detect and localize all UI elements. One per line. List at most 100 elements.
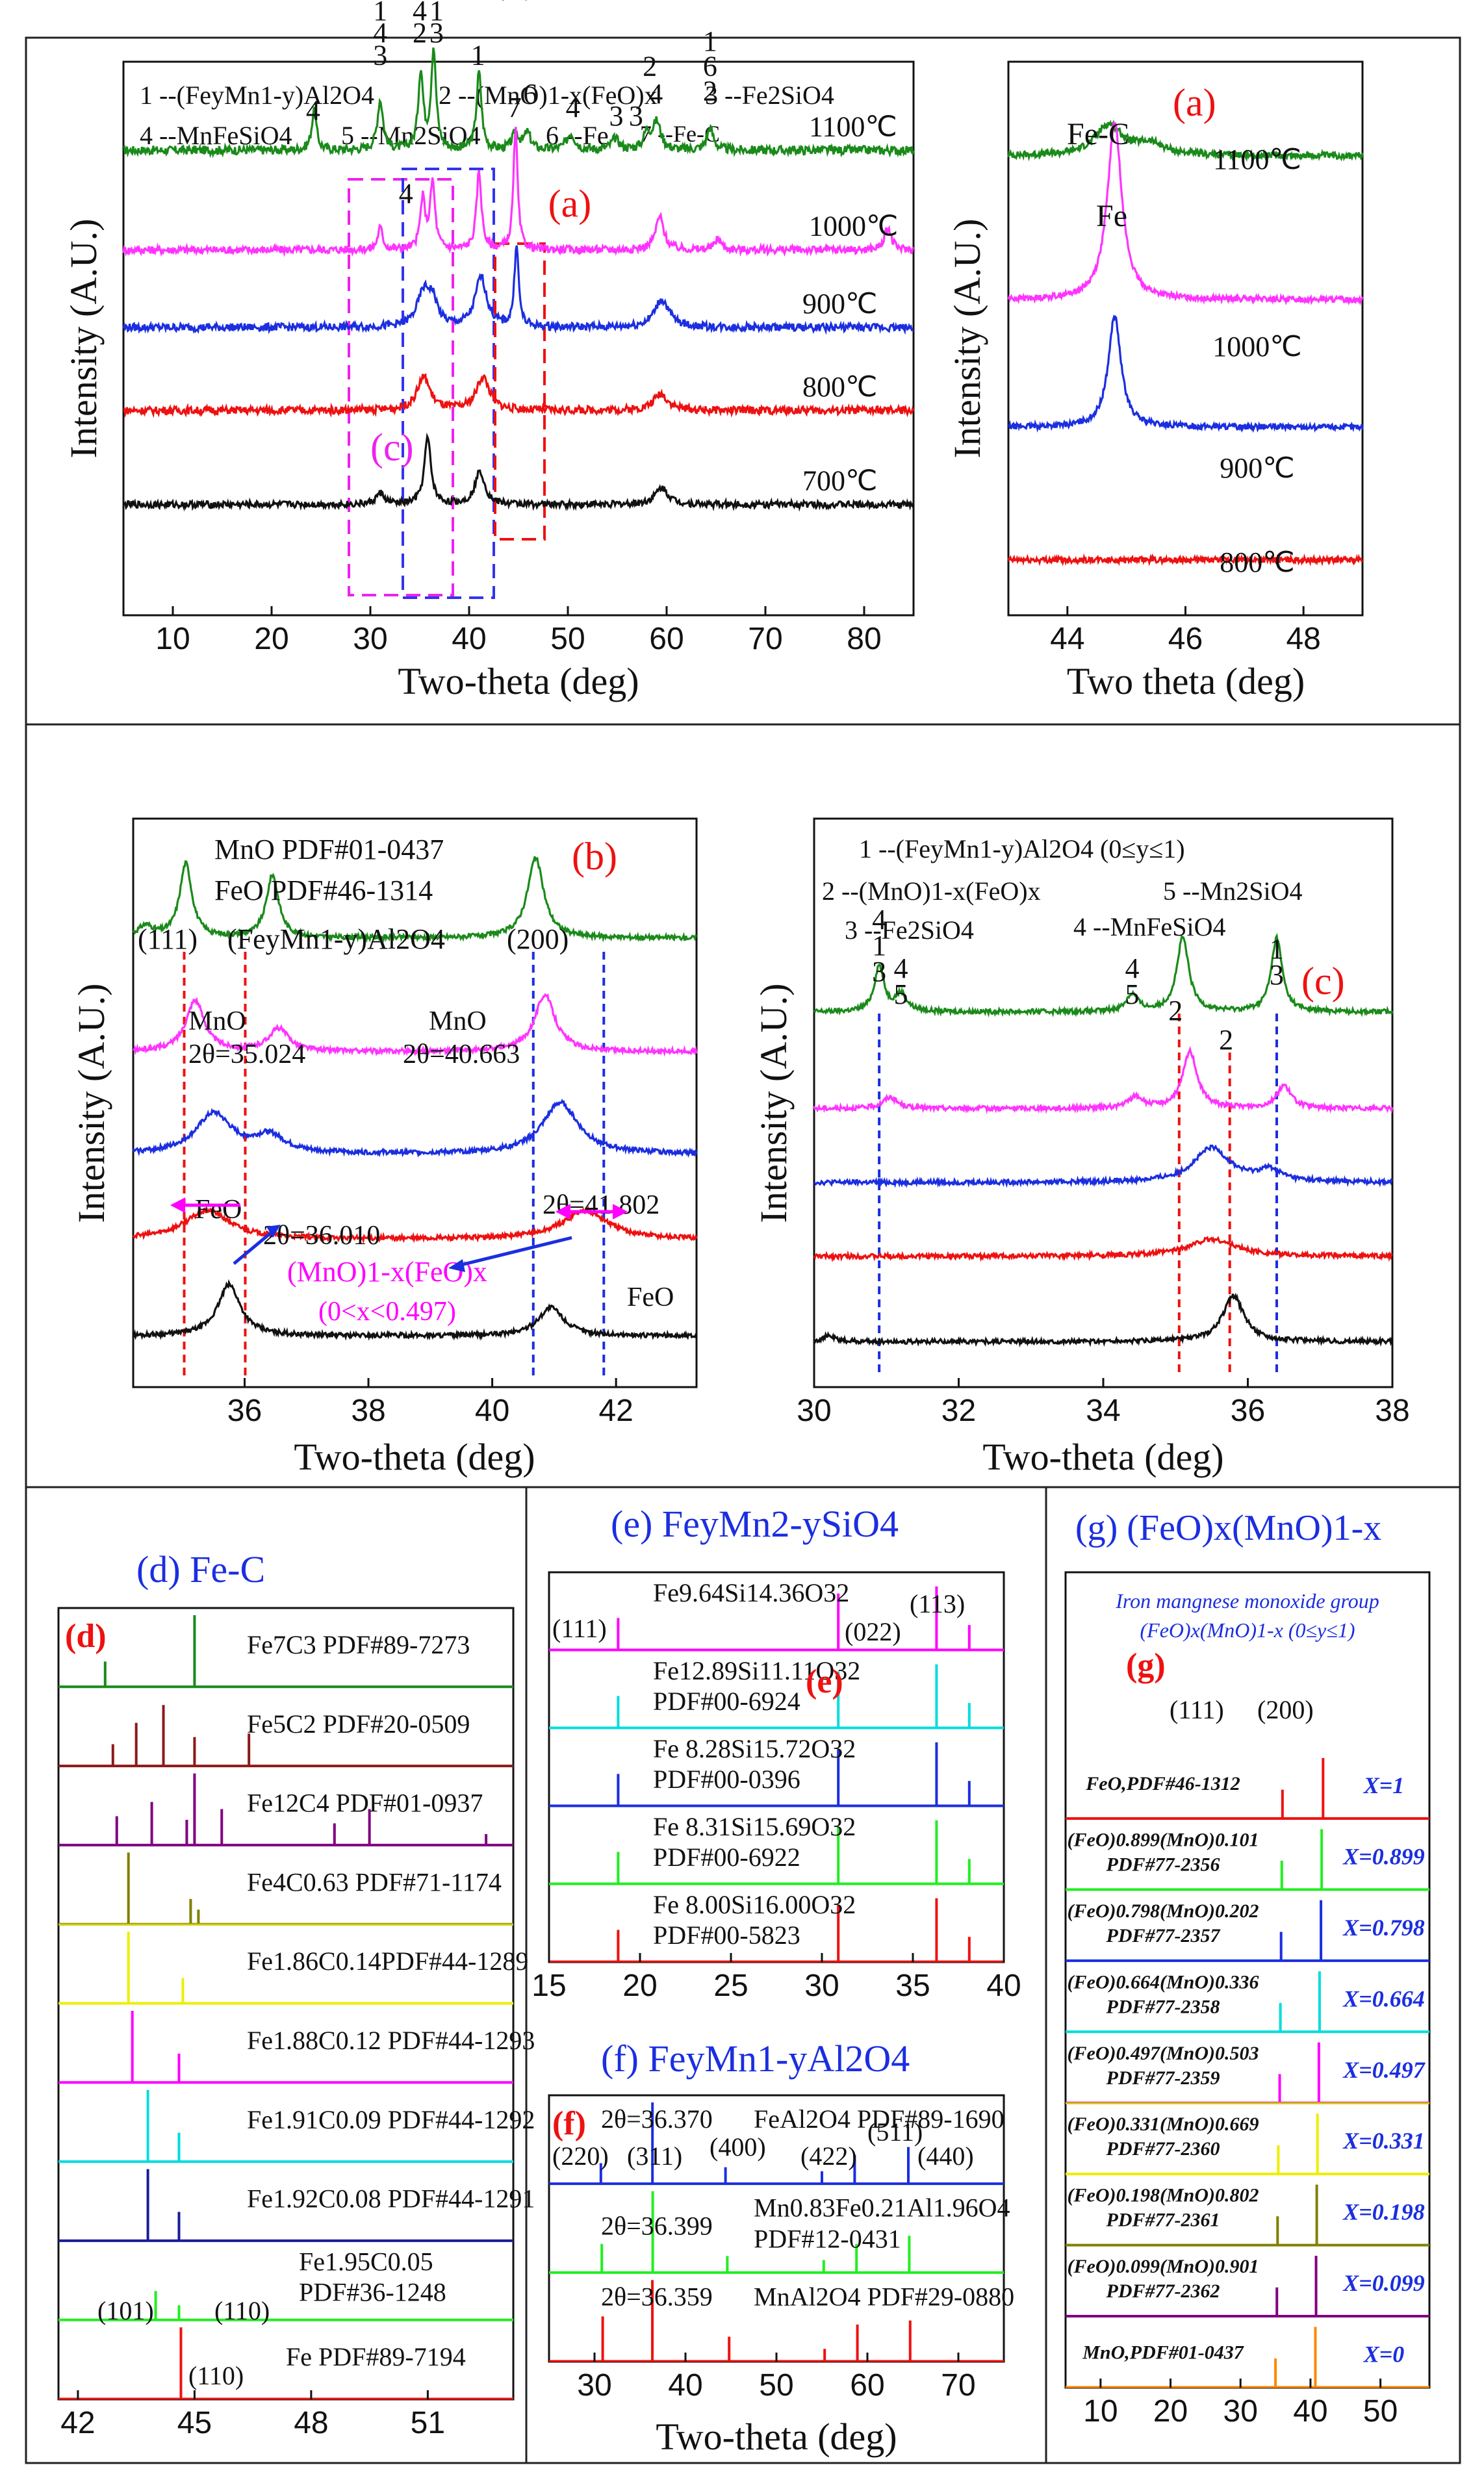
x-tick-label: 30 xyxy=(797,1394,831,1428)
row-label: Fe9.64Si14.36O32 xyxy=(653,1578,849,1607)
ann-mno-1: MnO xyxy=(188,1006,246,1036)
x-tick-label: 10 xyxy=(1083,2394,1118,2429)
x-tick-label: 35 xyxy=(895,1969,930,2003)
x-tick-label: 25 xyxy=(713,1969,748,2003)
x-tick-label: 15 xyxy=(531,1969,566,2003)
x-tick-label: 50 xyxy=(759,2368,793,2403)
row-label: FeO,PDF#46-1312 xyxy=(1085,1773,1240,1794)
panel-b-chart: MnO PDF#01-0437 FeO PDF#46-1314 (b) (111… xyxy=(70,817,698,1478)
miller-label: (200) xyxy=(1257,1695,1314,1724)
reference-rows: Fe9.64Si14.36O32Fe12.89Si11.11O32PDF#00-… xyxy=(549,1578,1004,1963)
box-label: (c) xyxy=(370,426,414,468)
peak-label: 4 xyxy=(413,0,427,27)
series-line-800℃ xyxy=(813,1236,1393,1263)
x-tick-label: 80 xyxy=(847,622,881,656)
x-axis: 36 38 40 42 xyxy=(227,1378,633,1428)
group-header-2: (FeO)x(MnO)1-x (0≤y≤1) xyxy=(1140,1618,1355,1642)
box-label: (a) xyxy=(548,183,592,225)
x-tick-label: 30 xyxy=(577,2368,611,2403)
group-header-1: Iron mangnese monoxide group xyxy=(1115,1589,1379,1613)
ann-tt-41802: 2θ=41.802 xyxy=(543,1190,659,1220)
pdf-ref-mno: MnO PDF#01-0437 xyxy=(214,834,444,865)
arrowhead xyxy=(448,1259,465,1272)
row-label: Fe1.95C0.05 xyxy=(299,2247,433,2276)
series-line-1000℃ xyxy=(122,127,915,257)
arrowhead xyxy=(170,1197,185,1213)
series-line-1100℃ xyxy=(1007,120,1364,162)
peak-label: 4 xyxy=(306,94,320,126)
x-tick-label: 48 xyxy=(1286,622,1320,656)
miller-label: (022) xyxy=(845,1617,901,1646)
miller-label: (511) xyxy=(867,2117,923,2147)
x-tick-label: 51 xyxy=(411,2406,445,2440)
box-b xyxy=(402,168,495,599)
peak-label: 3 xyxy=(629,100,643,132)
peak-label: 1 xyxy=(872,930,886,962)
row-label: (FeO)0.899(MnO)0.101 xyxy=(1068,1829,1259,1850)
series-line-1100℃ xyxy=(123,47,915,159)
x-tick-label: 36 xyxy=(227,1394,262,1428)
peak-label: 3 xyxy=(872,956,886,988)
row-label-sub: PDF#00-6922 xyxy=(653,1843,800,1872)
miller-label: (101) xyxy=(97,2296,154,2325)
arrowhead xyxy=(556,1204,570,1219)
series-line-700℃ xyxy=(813,1292,1394,1347)
ann-tt-36010: 2θ=36.010 xyxy=(263,1221,380,1251)
x-tick-label: 40 xyxy=(986,1969,1021,2003)
ann-x-range: (0<x<0.497) xyxy=(318,1297,456,1327)
peak-label: 2 xyxy=(1219,1024,1233,1056)
ann-feo-1: FeO xyxy=(195,1195,242,1225)
x-tick-label: 20 xyxy=(622,1969,657,2003)
ann-mno-2: MnO xyxy=(429,1006,487,1036)
peak-annotation-fe-c: Fe-C xyxy=(1067,117,1129,151)
peak-annotation-fe: Fe xyxy=(1096,199,1127,233)
peak-label: 7 xyxy=(507,92,522,123)
arrow-blue-1 xyxy=(233,1230,274,1265)
legend-entry-2: 2 --(MnO)1-x(FeO)x xyxy=(822,876,1041,906)
arrows xyxy=(170,1197,628,1272)
peak-label: 4 xyxy=(566,92,580,123)
spinel-label: (FeyMn1-y)Al2O4 xyxy=(227,923,445,955)
panel-f-chart: (f) FeyMn1-yAl2O4 FeAl2O4 PDF#89-1690 2θ=… xyxy=(548,2037,1014,2458)
temperature-labels: 1100℃ 1000℃ 900℃ 800℃ 700℃ xyxy=(802,110,898,496)
miller-label: (113) xyxy=(910,1589,965,1618)
x-value-label: X=0.198 xyxy=(1342,2199,1425,2225)
x-tick-label: 70 xyxy=(748,622,782,656)
panel-label-a: (a) xyxy=(1173,81,1216,124)
x-tick-label: 42 xyxy=(60,2406,95,2440)
panel-label-b: (b) xyxy=(572,835,617,878)
x-tick-label: 70 xyxy=(941,2368,975,2403)
panel-label-e: (e) xyxy=(806,1663,843,1700)
x-tick-label: 42 xyxy=(598,1394,633,1428)
temp-label: 1000℃ xyxy=(1212,331,1301,363)
legend-entry-3: 3 --Fe2SiO4 xyxy=(705,81,834,110)
row-label-sub: PDF#77-2361 xyxy=(1106,2210,1220,2231)
row-label-sub: PDF#36-1248 xyxy=(299,2277,446,2306)
x-tick-label: 60 xyxy=(649,622,684,656)
box-c xyxy=(348,178,454,596)
box-labels: (b) (a) (c) xyxy=(370,0,591,468)
row-label-sub: PDF#00-6924 xyxy=(653,1687,800,1716)
panel-label-g: (g) xyxy=(1126,1647,1166,1684)
x-tick-label: 36 xyxy=(1231,1394,1265,1428)
panel-label-f: (f) xyxy=(552,2105,586,2142)
miller-label: (110) xyxy=(188,2361,244,2390)
legend-entry-4: 4 --MnFeSiO4 xyxy=(1073,912,1225,941)
peak-label: 6 xyxy=(703,50,717,82)
x-tick-label: 10 xyxy=(155,622,190,656)
row-label: (FeO)0.798(MnO)0.202 xyxy=(1068,1900,1259,1922)
peak-label: 6 xyxy=(523,78,537,110)
x-axis: 10 20 30 40 50 xyxy=(1083,2379,1398,2429)
x-value-label: X=0.899 xyxy=(1342,1843,1425,1869)
peak-label: 3 xyxy=(429,17,444,49)
series-line-1000℃ xyxy=(813,1046,1394,1114)
panel-label-c: (c) xyxy=(1301,960,1345,1002)
peak-label: 2 xyxy=(703,75,717,107)
series-group xyxy=(132,856,698,1341)
x-tick-label: 40 xyxy=(1293,2394,1327,2429)
temp-label: 700℃ xyxy=(802,465,877,497)
x-axis: 44 46 48 xyxy=(1050,606,1321,656)
miller-label: (311) xyxy=(627,2141,682,2171)
